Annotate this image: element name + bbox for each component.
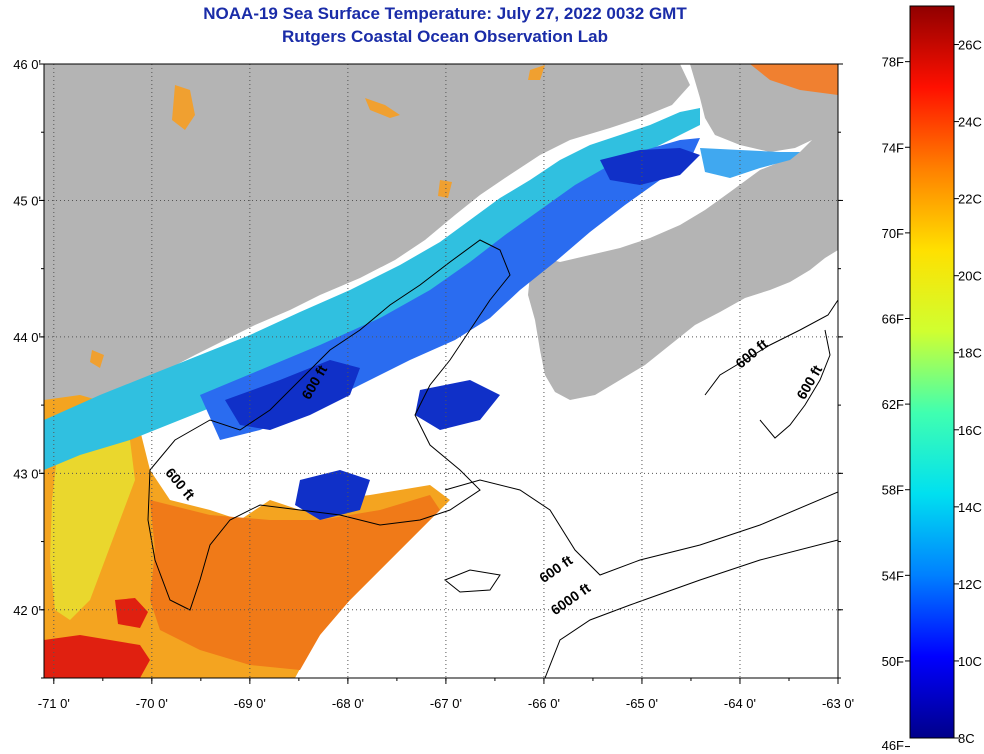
- celsius-label: 10C: [958, 654, 982, 669]
- lon-tick-label: -69 0': [234, 696, 266, 711]
- colorbar: 26C 24C 22C 20C 18C 16C 14C 12C 10C 8C 78F 74F 70F 66…: [882, 5, 982, 753]
- land-maine-new-brunswick: [44, 64, 690, 580]
- celsius-label: 14C: [958, 500, 982, 515]
- celsius-label: 8C: [958, 731, 975, 746]
- lat-tick-label: 46 0': [13, 57, 41, 72]
- page-title: NOAA-19 Sea Surface Temperature: July 27…: [203, 4, 687, 23]
- lon-tick-label: -70 0': [136, 696, 168, 711]
- lat-tick-label: 42 0': [13, 603, 41, 618]
- page-subtitle: Rutgers Coastal Ocean Observation Lab: [282, 27, 608, 46]
- sst-northeast-warm: [750, 64, 838, 95]
- lon-tick-label: -71 0': [38, 696, 70, 711]
- sst-coastal-cyan: [44, 108, 700, 470]
- lon-tick-label: -66 0': [528, 696, 560, 711]
- celsius-label: 16C: [958, 423, 982, 438]
- lon-tick-label: -64 0': [724, 696, 756, 711]
- fahrenheit-label: 50F: [882, 654, 904, 669]
- celsius-label: 12C: [958, 577, 982, 592]
- colorbar-ticks: 26C 24C 22C 20C 18C 16C 14C 12C 10C 8C 78F 74F 70F 66…: [882, 38, 982, 753]
- lat-tick-label: 43 0': [13, 466, 41, 481]
- celsius-label: 22C: [958, 192, 982, 207]
- sst-yellow-coastal: [50, 420, 135, 620]
- colorbar-ramp: [909, 5, 955, 739]
- contour-6000-slope: [544, 539, 838, 678]
- map-frame: [43, 63, 839, 679]
- lon-tick-label: -67 0': [430, 696, 462, 711]
- depth-contours: [147, 239, 838, 678]
- celsius-label: 24C: [958, 115, 982, 130]
- celsius-label: 20C: [958, 269, 982, 284]
- contour-600-bank: [444, 569, 501, 593]
- sst-fundy-cool: [700, 148, 800, 178]
- fahrenheit-label: 54F: [882, 568, 904, 583]
- lat-tick-label: 45 0': [13, 193, 41, 208]
- lat-tick-label: 44 0': [13, 330, 41, 345]
- fahrenheit-label: 78F: [882, 55, 904, 70]
- celsius-label: 18C: [958, 346, 982, 361]
- sst-hot-offshore: [150, 495, 440, 670]
- celsius-label: 26C: [958, 38, 982, 53]
- lon-tick-label: -63 0': [822, 696, 854, 711]
- contour-600-east-2: [759, 329, 831, 439]
- fahrenheit-label: 70F: [882, 226, 904, 241]
- lon-tick-label: -65 0': [626, 696, 658, 711]
- fahrenheit-label: 62F: [882, 397, 904, 412]
- sst-southcoast-red: [44, 598, 150, 678]
- land-nova-scotia: [528, 140, 838, 400]
- fahrenheit-label: 58F: [882, 483, 904, 498]
- lon-tick-label: -68 0': [332, 696, 364, 711]
- fahrenheit-label: 46F: [882, 738, 904, 753]
- fahrenheit-label: 74F: [882, 140, 904, 155]
- graticule: [44, 64, 838, 678]
- contour-600-gulf: [147, 239, 511, 611]
- contour-600-east: [704, 299, 838, 396]
- contour-600-shelf: [444, 479, 838, 576]
- fahrenheit-label: 66F: [882, 311, 904, 326]
- map-axes: -71 0' -70 0' -69 0' -68 0' -67 0' -66 0' -65 …: [13, 57, 854, 711]
